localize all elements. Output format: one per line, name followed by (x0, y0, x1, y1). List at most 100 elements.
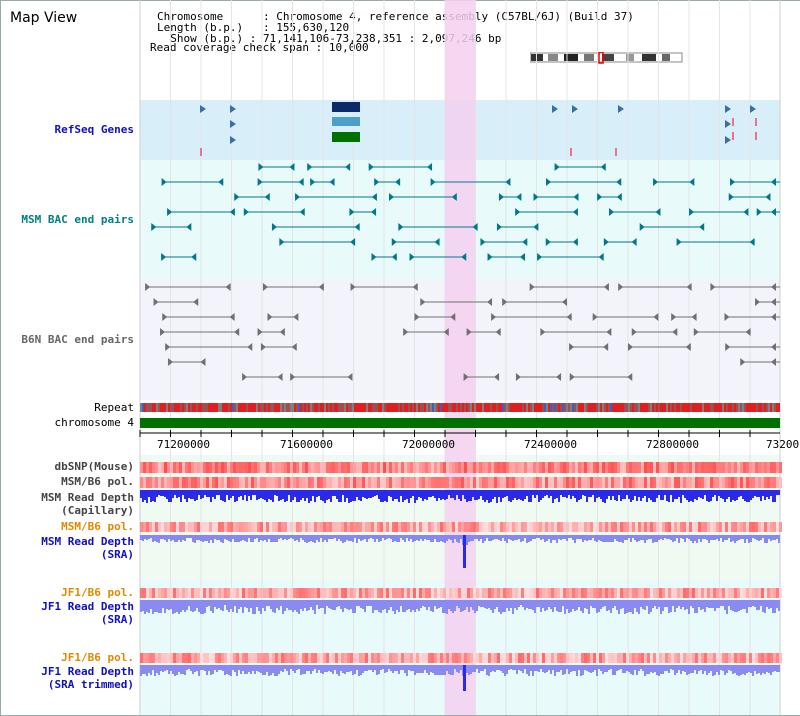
depth-bar (444, 665, 446, 675)
depth-bar (182, 490, 184, 495)
heat-cell (719, 653, 722, 663)
depth-bar (458, 535, 460, 543)
heat-cell (404, 522, 407, 532)
heat-cell (266, 477, 269, 488)
coverage-info: Read coverage check span : 10,000 (150, 41, 369, 54)
heat-cell (554, 522, 557, 532)
depth-bar (368, 665, 370, 670)
heat-cell (689, 653, 692, 663)
depth-bar (654, 600, 656, 606)
heat-cell (734, 653, 737, 663)
depth-bar (232, 535, 234, 539)
depth-bar (494, 665, 496, 672)
depth-bar (704, 535, 706, 539)
heat-cell (485, 588, 488, 598)
heat-cell (227, 653, 230, 663)
depth-bar (262, 665, 264, 675)
heat-cell (314, 522, 317, 532)
heat-cell (263, 588, 266, 598)
depth-bar (416, 490, 418, 500)
depth-bar (764, 600, 766, 613)
track-label-b6n-bac[interactable]: B6N BAC end pairs (21, 333, 134, 346)
depth-bar (294, 665, 296, 673)
repeat-mark (404, 403, 406, 412)
depth-bar (476, 600, 478, 611)
depth-bar (516, 600, 518, 610)
bac-end-mark (771, 298, 776, 306)
depth-bar (402, 665, 404, 670)
heat-cell (680, 522, 683, 532)
heat-cell (578, 462, 581, 473)
heat-cell (152, 653, 155, 663)
depth-bar (600, 665, 602, 671)
heat-cell (533, 477, 536, 488)
depth-bar (684, 535, 686, 542)
heat-cell (167, 653, 170, 663)
heat-cell (209, 588, 212, 598)
heat-cell (146, 588, 149, 598)
heat-cell (290, 588, 293, 598)
heat-cell (155, 653, 158, 663)
heat-cell (686, 653, 689, 663)
depth-bar (388, 490, 390, 496)
heat-cell (140, 588, 143, 598)
heat-cell (506, 588, 509, 598)
depth-bar (558, 490, 560, 502)
heat-cell (473, 462, 476, 473)
depth-bar (552, 600, 554, 612)
depth-bar (370, 665, 372, 670)
depth-bar (556, 535, 558, 543)
track-label-msm-read-depth-sra[interactable]: MSM Read Depth (41, 535, 134, 548)
depth-bar (532, 600, 534, 610)
depth-bar (752, 600, 754, 606)
heat-cell (617, 477, 620, 488)
depth-bar (574, 535, 576, 543)
depth-bar (748, 490, 750, 502)
heat-cell (509, 522, 512, 532)
track-label-jf1-read-depth-sra[interactable]: JF1 Read Depth (41, 600, 134, 613)
bac-end-mark (540, 328, 546, 336)
heat-cell (743, 588, 746, 598)
heat-cell (776, 522, 779, 532)
depth-bar (478, 600, 480, 606)
heat-cell (251, 522, 254, 532)
repeat-mark (728, 403, 730, 412)
depth-bar (510, 535, 512, 540)
depth-bar (244, 535, 246, 541)
heat-cell (260, 462, 263, 473)
heat-cell (416, 653, 419, 663)
heat-cell (671, 477, 674, 488)
depth-bar (480, 490, 482, 496)
depth-bar (470, 665, 472, 674)
heat-cell (707, 653, 710, 663)
track-label-msm-b6-pol-1[interactable]: MSM/B6 pol. (61, 475, 134, 488)
track-label-msm-b6-pol-2[interactable]: MSM/B6 pol. (61, 520, 134, 533)
heat-cell (140, 522, 143, 532)
repeat-mark (216, 403, 218, 412)
depth-bar (522, 600, 524, 607)
depth-bar (392, 665, 394, 673)
depth-bar (534, 600, 536, 613)
track-label-jf1-read-depth-trimmed[interactable]: JF1 Read Depth (41, 665, 134, 678)
depth-bar (656, 600, 658, 609)
heat-cell (161, 522, 164, 532)
heat-cell (308, 588, 311, 598)
depth-bar (376, 490, 378, 495)
track-label-jf1-b6-pol-2[interactable]: JF1/B6 pol. (61, 651, 134, 664)
track-label-dbsnp[interactable]: dbSNP(Mouse) (54, 460, 134, 473)
depth-bar (478, 490, 480, 499)
heat-cell (515, 653, 518, 663)
heat-cell (272, 653, 275, 663)
heat-cell (587, 477, 590, 488)
heat-cell (560, 588, 563, 598)
track-label-refseq[interactable]: RefSeq Genes (54, 123, 134, 136)
heat-cell (461, 522, 464, 532)
track-label-jf1-b6-pol-1[interactable]: JF1/B6 pol. (61, 586, 134, 599)
repeat-mark (560, 403, 562, 412)
track-label-msm-read-depth-capillary[interactable]: MSM Read Depth (41, 491, 134, 504)
depth-bar (492, 665, 494, 671)
depth-bar (648, 535, 650, 539)
track-label-msm-bac[interactable]: MSM BAC end pairs (21, 213, 134, 226)
depth-bar (480, 535, 482, 539)
